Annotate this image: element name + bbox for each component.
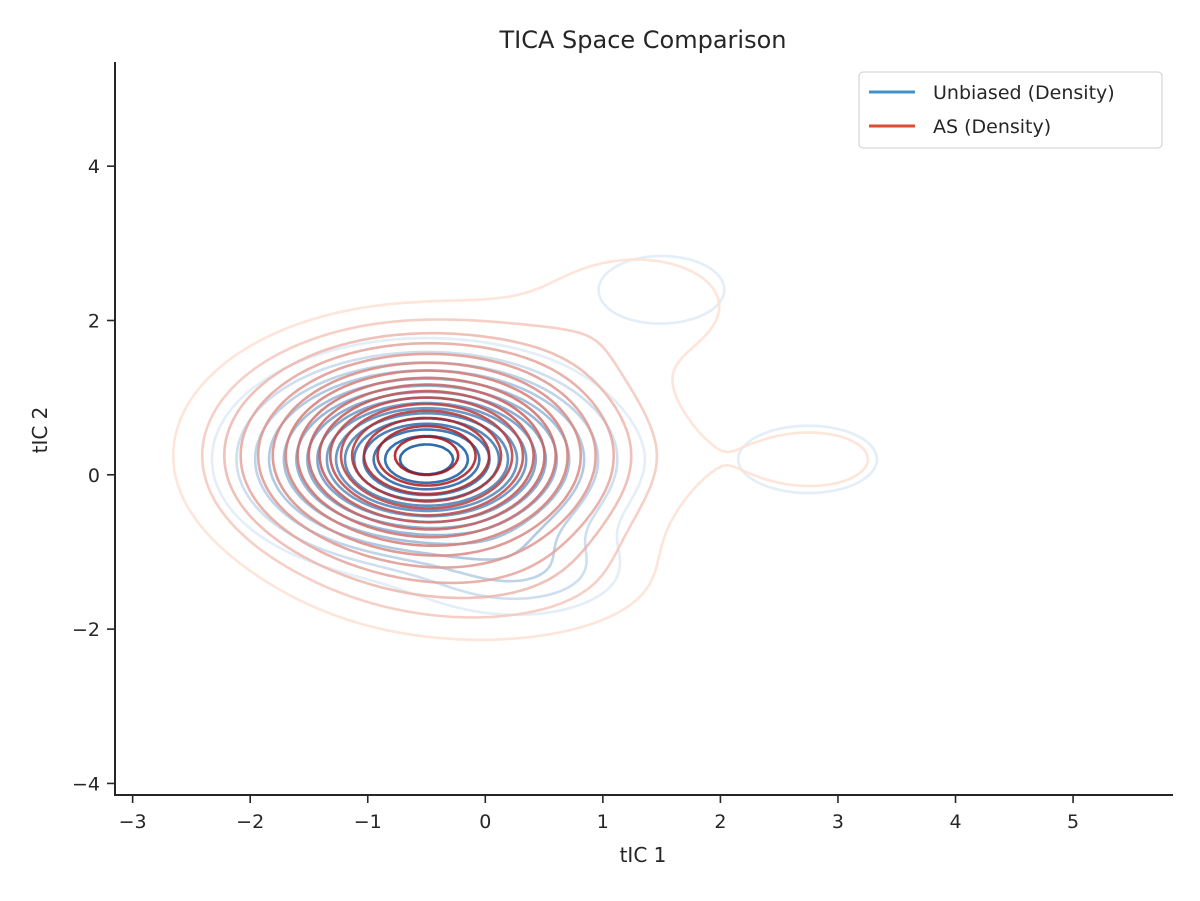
y-tick-label: −4 bbox=[72, 773, 100, 795]
legend: Unbiased (Density) AS (Density) bbox=[858, 71, 1163, 149]
contour-level-2 bbox=[253, 361, 600, 583]
contour-level-14 bbox=[376, 424, 477, 487]
contour-level-2 bbox=[223, 331, 633, 600]
contour-level-4 bbox=[256, 352, 597, 569]
contour-level-0 bbox=[210, 254, 879, 617]
y-tick-label: 2 bbox=[88, 310, 100, 332]
y-tick-label: 0 bbox=[88, 465, 100, 487]
x-tick-label: −1 bbox=[354, 811, 382, 833]
contour-level-8 bbox=[307, 383, 546, 531]
contour-level-0 bbox=[172, 258, 870, 642]
contour-layer bbox=[172, 254, 879, 642]
contour-level-11 bbox=[339, 402, 514, 510]
x-tick-label: 0 bbox=[479, 811, 491, 833]
x-tick-label: 2 bbox=[714, 811, 726, 833]
contour-level-13 bbox=[362, 416, 491, 496]
contour-level-7 bbox=[296, 376, 557, 539]
x-tick-label: 4 bbox=[949, 811, 961, 833]
contour-level-3 bbox=[239, 341, 615, 585]
x-ticks: −3 −2 −1 0 1 2 3 4 5 bbox=[119, 795, 1079, 833]
y-axis-label: tIC 2 bbox=[28, 407, 52, 454]
contour-level-15 bbox=[393, 435, 460, 477]
x-tick-label: −2 bbox=[236, 811, 264, 833]
x-tick-label: −3 bbox=[119, 811, 147, 833]
y-ticks: −4 −2 0 2 4 bbox=[72, 156, 115, 795]
contour-level-10 bbox=[329, 396, 525, 517]
x-tick-label: 1 bbox=[597, 811, 609, 833]
x-tick-label: 3 bbox=[832, 811, 844, 833]
contour-level-6 bbox=[284, 369, 569, 547]
contour-level-3 bbox=[267, 369, 586, 561]
contour-level-13 bbox=[372, 428, 481, 491]
axes bbox=[114, 62, 1173, 796]
contour-level-9 bbox=[318, 389, 535, 524]
chart-title: TICA Space Comparison bbox=[498, 26, 786, 54]
contour-level-1 bbox=[200, 318, 659, 619]
y-tick-label: −2 bbox=[72, 619, 100, 641]
series-1-contours bbox=[172, 258, 870, 642]
y-tick-label: 4 bbox=[88, 156, 100, 178]
legend-box bbox=[858, 71, 1163, 149]
legend-label-as: AS (Density) bbox=[933, 116, 1051, 138]
x-tick-label: 5 bbox=[1067, 811, 1079, 833]
contour-level-5 bbox=[271, 361, 582, 557]
x-axis-label: tIC 1 bbox=[620, 843, 667, 867]
legend-label-unbiased: Unbiased (Density) bbox=[933, 82, 1115, 104]
contour-level-12 bbox=[350, 409, 503, 503]
